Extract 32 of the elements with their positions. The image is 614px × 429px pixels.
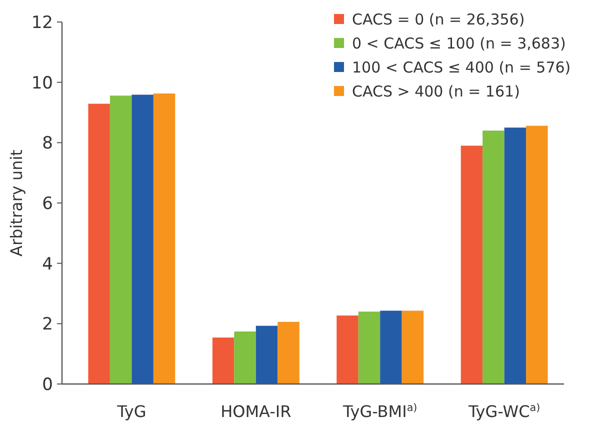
bar (88, 104, 110, 384)
bar (212, 338, 234, 384)
x-tick-label: TyG (116, 402, 146, 421)
bar (504, 128, 526, 384)
x-tick-label: HOMA-IR (220, 402, 292, 421)
bar (153, 93, 176, 384)
bar (526, 126, 548, 384)
legend-label: CACS = 0 (n = 26,356) (352, 10, 525, 28)
bar (110, 96, 132, 384)
bar (358, 312, 380, 384)
y-tick-label: 0 (42, 374, 53, 395)
y-tick-label: 12 (31, 12, 53, 33)
x-tick-label: TyG-BMI$^{a)}$ (342, 402, 418, 421)
legend-label: 100 < CACS ≤ 400 (n = 576) (352, 58, 571, 76)
y-tick-label: 8 (42, 134, 53, 154)
y-tick-label: 6 (42, 194, 53, 214)
bar (402, 310, 424, 384)
y-tick-label: 4 (42, 254, 53, 274)
y-tick-label: 2 (42, 314, 53, 335)
x-tick-label: TyG-WC$^{a)}$ (467, 402, 540, 421)
bar (132, 94, 154, 384)
bar (234, 332, 256, 384)
bar (336, 316, 358, 384)
bar (278, 322, 300, 384)
bar (460, 146, 483, 384)
y-tick-label: 10 (31, 73, 53, 94)
bar (256, 326, 278, 384)
y-axis-title: Arbitrary unit (7, 150, 26, 256)
legend-label: CACS > 400 (n = 161) (352, 82, 520, 100)
legend-label: 0 < CACS ≤ 100 (n = 3,683) (352, 34, 566, 52)
bar (482, 130, 504, 384)
bar (380, 310, 402, 384)
